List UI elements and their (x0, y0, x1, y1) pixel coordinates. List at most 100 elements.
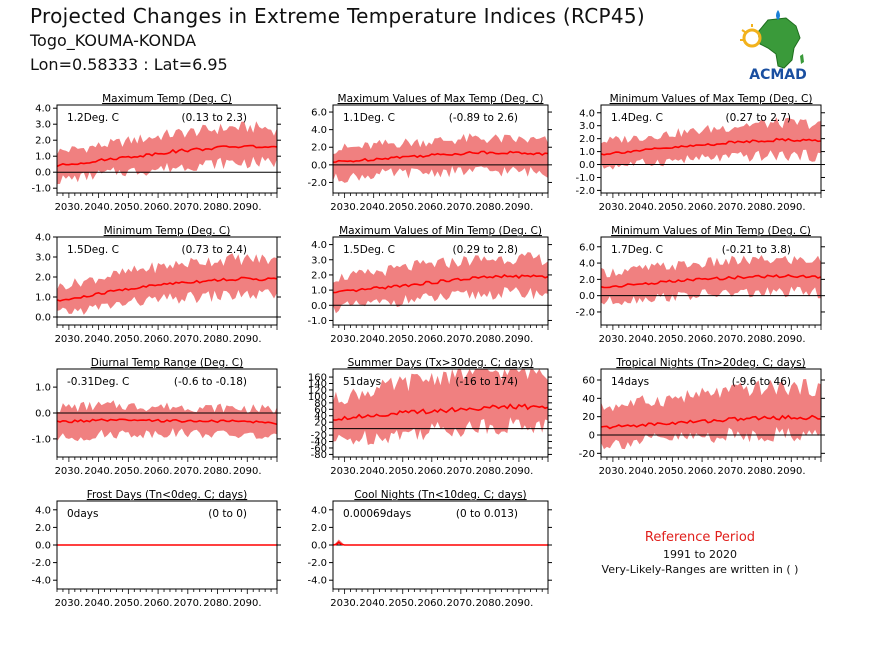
plot-frame (332, 368, 549, 458)
y-tick-label: 60 (314, 405, 327, 416)
mean-line (56, 276, 278, 302)
range-band (601, 379, 821, 450)
y-tick-label: 0.0 (35, 541, 51, 552)
x-tick-label: 2030. (330, 466, 359, 477)
x-tick-label: 2090. (505, 202, 534, 213)
range-band (333, 539, 548, 545)
y-tick-label: 2.0 (35, 273, 51, 284)
x-tick-label: 2030. (330, 202, 359, 213)
y-tick-label: 2.0 (311, 270, 327, 281)
x-tick-label: 2040. (359, 598, 388, 609)
x-tick-label: 2090. (777, 466, 806, 477)
x-tick-label: 2050. (388, 334, 417, 345)
x-tick-label: 2070. (173, 334, 202, 345)
range-band (601, 255, 821, 306)
africa-map-logo (740, 10, 804, 69)
x-tick-label: 2070. (447, 334, 476, 345)
x-tick-label: 2070. (173, 202, 202, 213)
range-band (333, 252, 548, 314)
x-tick-label: 2040. (359, 466, 388, 477)
very-likely-range: (0 to 0) (208, 508, 247, 520)
chart-title: Summer Days (Tx>30deg. C; days) (348, 357, 534, 369)
range-band (333, 369, 548, 445)
x-tick-label: 2090. (505, 598, 534, 609)
x-tick-label: 2050. (658, 334, 687, 345)
y-tick-label: 1.0 (35, 152, 51, 163)
very-likely-range: (0 to 0.013) (456, 508, 518, 520)
x-tick-label: 2080. (203, 466, 232, 477)
mean-line (332, 150, 549, 163)
y-tick-label: -40 (311, 437, 327, 448)
chart-panel: -4.0 -2.0 0.0 2.0 4.0 2030. 2040. 2050. 2060. 207… (31, 489, 281, 609)
y-tick-label: 4.0 (311, 240, 327, 251)
x-tick-label: 2030. (330, 598, 359, 609)
y-tick-label: 2.0 (311, 523, 327, 534)
x-tick-label: 2080. (476, 202, 505, 213)
change-value: 51days (343, 376, 381, 388)
y-tick-label: -2.0 (307, 178, 327, 189)
x-tick-label: 2080. (476, 466, 505, 477)
chart-title: Maximum Values of Max Temp (Deg. C) (338, 93, 544, 105)
y-tick-label: 3.0 (35, 253, 51, 264)
y-tick-label: 3.0 (311, 255, 327, 266)
y-tick-label: 4.0 (579, 108, 595, 119)
y-tick-label: 160 (308, 373, 327, 384)
x-tick-label: 2070. (717, 466, 746, 477)
x-tick-label: 2040. (628, 334, 657, 345)
y-tick-label: 0.0 (579, 160, 595, 171)
y-tick-label: 1.0 (311, 286, 327, 297)
x-tick-label: 2080. (476, 334, 505, 345)
y-tick-label: -2.0 (307, 558, 327, 569)
x-tick-label: 2040. (359, 202, 388, 213)
y-tick-label: 2.0 (579, 275, 595, 286)
x-tick-label: 2070. (717, 334, 746, 345)
chart-panel: 0.0 1.0 2.0 3.0 4.0 2030. 2040. 2050. 2060. 2070.… (35, 225, 281, 345)
x-tick-label: 2070. (447, 202, 476, 213)
y-tick-label: 4.0 (35, 505, 51, 516)
range-band (333, 133, 548, 183)
x-tick-label: 2070. (173, 466, 202, 477)
y-tick-label: 1.0 (579, 147, 595, 158)
very-likely-range: (-9.6 to 46) (732, 376, 791, 388)
y-tick-label: -2.0 (31, 558, 51, 569)
plot-frame (56, 104, 278, 194)
y-tick-label: 4.0 (35, 104, 51, 115)
mean-line (600, 137, 822, 156)
x-tick-label: 2070. (447, 598, 476, 609)
y-tick-label: 0.0 (311, 160, 327, 171)
y-tick-label: 0.0 (311, 541, 327, 552)
x-tick-label: 2090. (505, 334, 534, 345)
reference-years: 1991 to 2020 (662, 548, 738, 561)
y-tick-label: -2.0 (575, 307, 595, 318)
x-tick-label: 2070. (173, 598, 202, 609)
very-likely-range: (-16 to 174) (455, 376, 518, 388)
x-tick-label: 2050. (388, 466, 417, 477)
change-value: -0.31Deg. C (67, 376, 129, 388)
reference-box: Reference Period 1991 to 2020 Very-Likel… (580, 530, 820, 578)
x-tick-label: 2090. (505, 466, 534, 477)
x-tick-label: 2050. (114, 202, 143, 213)
x-tick-label: 2080. (747, 334, 776, 345)
chart-title: Minimum Values of Max Temp (Deg. C) (610, 93, 813, 105)
station-coordinates: Lon=0.58333 : Lat=6.95 (30, 55, 228, 74)
very-likely-range: (0.27 to 2.7) (726, 112, 792, 124)
x-tick-label: 2080. (203, 598, 232, 609)
x-tick-label: 2060. (417, 334, 446, 345)
reference-title: Reference Period (644, 530, 756, 545)
y-tick-label: 100 (308, 392, 327, 403)
plot-frame (56, 236, 278, 326)
x-tick-label: 2050. (388, 598, 417, 609)
y-tick-label: 4.0 (311, 125, 327, 136)
chart-title: Cool Nights (Tn<10deg. C; days) (354, 489, 526, 501)
change-value: 1.1Deg. C (343, 112, 395, 124)
y-tick-label: 2.0 (35, 523, 51, 534)
x-tick-label: 2060. (144, 202, 173, 213)
y-tick-label: 0.0 (35, 168, 51, 179)
y-tick-label: 60 (582, 376, 595, 387)
y-tick-label: -20 (311, 431, 327, 442)
y-tick-label: -80 (311, 450, 327, 461)
mean-line (600, 414, 821, 430)
